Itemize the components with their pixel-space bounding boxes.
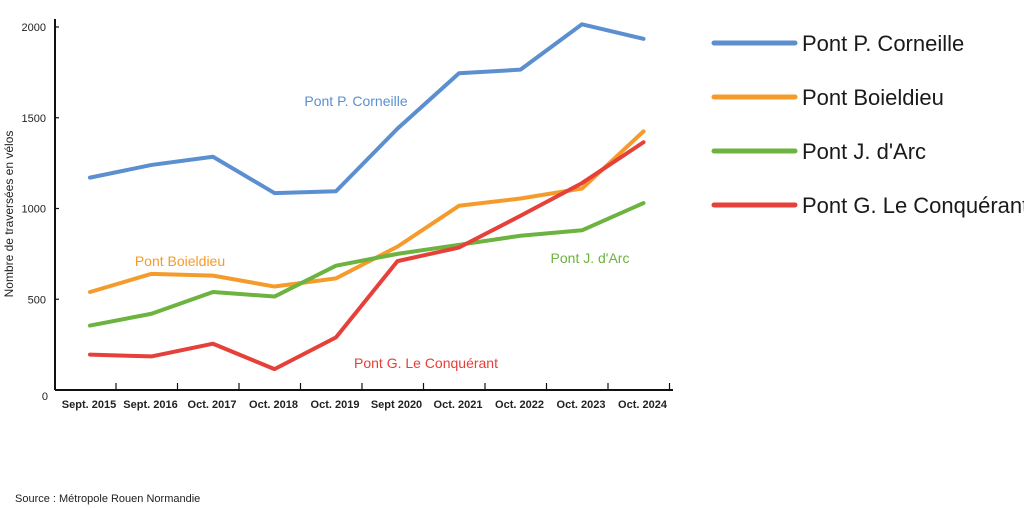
axes: 0 500 1000 1500 2000 Sept. 2015 Sept. 2016 Oct.… bbox=[22, 19, 673, 411]
y-tick-label: 2000 bbox=[22, 22, 46, 34]
series-line-4 bbox=[88, 140, 646, 372]
series-line-3 bbox=[88, 201, 646, 328]
x-tick-label: Oct. 2022 bbox=[495, 399, 544, 411]
y-tick-label: 0 bbox=[42, 391, 48, 403]
series-annotation: Pont Boieldieu bbox=[135, 253, 225, 269]
x-tick-label: Sept 2020 bbox=[371, 399, 422, 411]
series-annotation: Pont P. Corneille bbox=[304, 93, 407, 109]
legend-label: Pont P. Corneille bbox=[802, 31, 964, 56]
series-line-1 bbox=[88, 22, 646, 196]
legend: Pont P. Corneille Pont Boieldieu Pont J. d… bbox=[711, 31, 1024, 218]
x-tick-label: Sept. 2015 bbox=[62, 399, 116, 411]
x-tick-label: Oct. 2021 bbox=[434, 399, 483, 411]
series-lines bbox=[88, 22, 646, 372]
x-tick-label: Oct. 2017 bbox=[188, 399, 237, 411]
series-annotation: Pont J. d'Arc bbox=[551, 250, 630, 266]
y-tick-label: 1500 bbox=[22, 113, 46, 125]
y-tick-label: 500 bbox=[28, 294, 46, 306]
y-axis-label: Nombre de traversées en vélos bbox=[2, 131, 16, 298]
series-line-2 bbox=[88, 129, 646, 294]
series-annotation: Pont G. Le Conquérant bbox=[354, 355, 498, 371]
source-note: Source : Métropole Rouen Normandie bbox=[15, 493, 200, 505]
y-tick-label: 1000 bbox=[22, 204, 46, 216]
x-tick-label: Sept. 2016 bbox=[123, 399, 177, 411]
series-labels: Pont P. Corneille Pont Boieldieu Pont J. d… bbox=[135, 93, 630, 371]
legend-label: Pont J. d'Arc bbox=[802, 139, 926, 164]
x-tick-label: Oct. 2018 bbox=[249, 399, 298, 411]
x-tick-label: Oct. 2024 bbox=[618, 399, 668, 411]
legend-label: Pont Boieldieu bbox=[802, 85, 944, 110]
x-tick-label: Oct. 2023 bbox=[557, 399, 606, 411]
x-tick-label: Oct. 2019 bbox=[311, 399, 360, 411]
legend-label: Pont G. Le Conquérant bbox=[802, 193, 1024, 218]
